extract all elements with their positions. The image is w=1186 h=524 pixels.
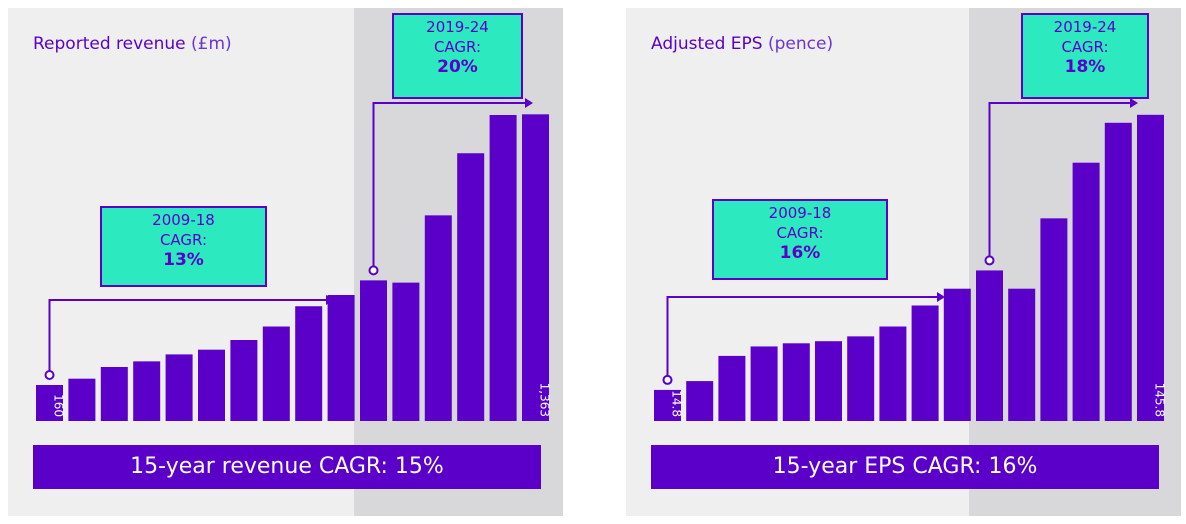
- bar: [815, 341, 842, 421]
- arrow-origin-dot: [368, 265, 379, 276]
- bar: [522, 114, 549, 421]
- bar: [165, 354, 193, 421]
- chart-title: Adjusted EPS (pence): [651, 34, 834, 54]
- arrow-head: [937, 292, 945, 302]
- bar-value-label: 145.8: [1153, 383, 1167, 417]
- bar: [100, 367, 128, 421]
- bar: [230, 340, 258, 421]
- bar: [1072, 162, 1100, 421]
- cagr-arrow: [988, 102, 1130, 261]
- cagr-box-recent: 2019-24 CAGR: 18%: [1021, 13, 1149, 99]
- bar-value-label: 160: [52, 394, 66, 417]
- bar: [392, 282, 420, 421]
- cagr-box-early: 2009-18 CAGR: 16%: [712, 199, 888, 280]
- arrow-head: [1130, 98, 1138, 108]
- bar: [36, 385, 63, 421]
- bar: [133, 361, 161, 421]
- eps-cagr-footer: 15-year EPS CAGR: 16%: [651, 445, 1159, 489]
- bar: [1137, 114, 1164, 421]
- eps-bar-chart: 14.8 145.8: [654, 98, 1167, 422]
- eps-chart-panel: Adjusted EPS (pence) 14.8 145.8 2009-18 C…: [626, 8, 1181, 516]
- arrow-head: [525, 98, 533, 108]
- arrow-origin-dot: [984, 255, 995, 266]
- bar: [295, 306, 323, 421]
- bar: [424, 215, 452, 421]
- cagr-box-recent: 2019-24 CAGR: 20%: [392, 13, 523, 99]
- chart-title: Reported revenue (£m): [33, 34, 232, 54]
- arrow-head: [326, 295, 334, 305]
- bar: [750, 346, 778, 421]
- bar: [654, 389, 681, 421]
- bar: [360, 280, 387, 421]
- bar: [262, 326, 290, 421]
- bar: [457, 153, 485, 421]
- arrow-origin-dot: [44, 370, 55, 380]
- cagr-arrow: [372, 102, 525, 271]
- bar: [327, 295, 355, 421]
- bar: [1104, 122, 1132, 422]
- bar: [943, 288, 971, 421]
- bar: [1040, 218, 1068, 421]
- bar: [686, 381, 714, 421]
- bar: [911, 305, 939, 421]
- bar: [198, 349, 225, 421]
- bar: [489, 115, 517, 421]
- bar-value-label: 14.8: [670, 390, 684, 417]
- cagr-arrow: [48, 299, 326, 375]
- bar: [976, 270, 1003, 421]
- revenue-cagr-footer: 15-year revenue CAGR: 15%: [33, 445, 541, 489]
- revenue-chart-panel: Reported revenue (£m) 160 1,363 2009-18 C…: [8, 8, 563, 516]
- revenue-bar-chart: 160 1,363: [36, 98, 552, 421]
- bar-value-label: 1,363: [538, 383, 552, 417]
- bar: [68, 378, 96, 421]
- cagr-arrow: [666, 296, 937, 380]
- cagr-box-early: 2009-18 CAGR: 13%: [100, 206, 267, 287]
- bar: [847, 336, 875, 421]
- bar: [718, 355, 746, 421]
- bar: [1008, 288, 1036, 421]
- arrow-origin-dot: [662, 374, 673, 385]
- bar: [782, 343, 810, 421]
- bar: [879, 326, 907, 421]
